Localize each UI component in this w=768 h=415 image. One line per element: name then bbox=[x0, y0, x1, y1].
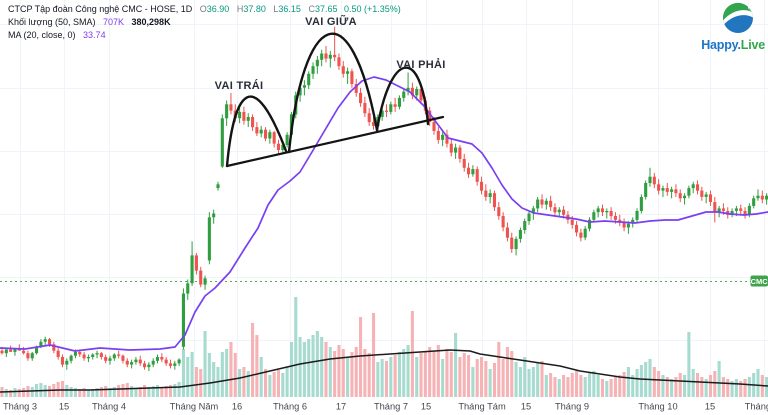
x-axis-label: Tháng 11 bbox=[745, 402, 768, 412]
x-axis-label: Tháng Tám bbox=[458, 402, 506, 412]
ma-indicator-label: MA (20, close, 0) bbox=[8, 30, 76, 40]
x-axis-label: 15 bbox=[705, 402, 715, 412]
x-axis-label: 15 bbox=[521, 402, 531, 412]
close-label: C bbox=[308, 4, 315, 14]
open-value: 36.90 bbox=[206, 4, 230, 14]
open-label: O bbox=[199, 4, 207, 14]
x-axis-label: Tháng 7 bbox=[374, 402, 408, 412]
grid-lines bbox=[0, 0, 768, 397]
ma-value: 33.74 bbox=[83, 30, 106, 40]
volume-indicator-row[interactable]: Khối lượng (50, SMA) 707K 380,298K bbox=[8, 16, 401, 29]
pattern-label: VAI TRÁI bbox=[215, 79, 264, 92]
happy-live-logo-text: Happy.Live bbox=[698, 38, 768, 52]
close-value: 37.65 bbox=[314, 4, 338, 14]
x-axis-label: Tháng 3 bbox=[3, 402, 37, 412]
x-axis-label: 15 bbox=[59, 402, 69, 412]
volume-total-value: 380,298K bbox=[131, 17, 171, 27]
volume-bars bbox=[0, 297, 768, 397]
low-value: 36.15 bbox=[278, 4, 301, 14]
pattern-label: VAI GIỮA bbox=[305, 15, 357, 28]
price-label-tag: CMC bbox=[750, 275, 768, 287]
symbol-row[interactable]: CTCP Tập đoàn Công nghệ CMC - HOSE, 1D O… bbox=[8, 3, 401, 16]
low-label: L bbox=[273, 4, 279, 14]
pattern-label: VAI PHẢI bbox=[396, 58, 445, 71]
x-axis-label: Tháng Năm bbox=[170, 402, 219, 412]
happy-live-watermark: Happy.Live bbox=[698, 1, 768, 52]
legend: CTCP Tập đoàn Công nghệ CMC - HOSE, 1D O… bbox=[8, 3, 401, 42]
right-shoulder-arc[interactable] bbox=[375, 66, 430, 132]
volume-indicator-label: Khối lượng (50, SMA) bbox=[8, 17, 96, 27]
x-axis-label: Tháng 6 bbox=[273, 402, 307, 412]
left-shoulder-arc[interactable] bbox=[225, 95, 288, 168]
logo-text-happy: Happy. bbox=[701, 38, 741, 52]
time-axis[interactable]: Tháng 3 15 Tháng 4 Tháng Năm 16 Tháng 6 17 Thán… bbox=[0, 398, 768, 415]
head-and-shoulders-annotation[interactable]: VAI TRÁI VAI GIỮA VAI PHẢI bbox=[215, 15, 446, 168]
x-axis-label: 15 bbox=[421, 402, 431, 412]
neckline[interactable] bbox=[225, 115, 445, 168]
price-tag-text: CMC bbox=[751, 277, 768, 286]
high-label: H bbox=[236, 4, 244, 14]
x-axis-label: 17 bbox=[336, 402, 346, 412]
symbol-title: CTCP Tập đoàn Công nghệ CMC - HOSE, 1D bbox=[8, 4, 193, 14]
head-arc[interactable] bbox=[287, 32, 379, 154]
logo-text-live: Live bbox=[740, 38, 765, 52]
volume-ma-value: 707K bbox=[102, 17, 125, 27]
volume-ma-line bbox=[0, 349, 768, 393]
x-axis-label: Tháng 9 bbox=[555, 402, 589, 412]
x-axis-label: Tháng 4 bbox=[92, 402, 126, 412]
x-axis-label: Tháng 10 bbox=[638, 402, 677, 412]
change-value: 0.50 (+1.35%) bbox=[343, 4, 401, 14]
high-value: 37.80 bbox=[243, 4, 266, 14]
candles bbox=[0, 26, 768, 371]
happy-live-logo-icon bbox=[723, 3, 753, 33]
ma20-line bbox=[0, 76, 768, 352]
x-axis-label: 16 bbox=[232, 402, 242, 412]
ma-indicator-row[interactable]: MA (20, close, 0) 33.74 bbox=[8, 29, 401, 42]
